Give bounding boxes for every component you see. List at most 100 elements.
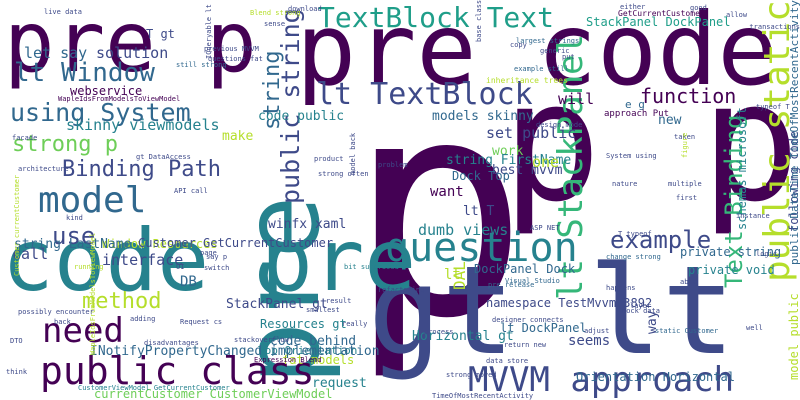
cloud-word: lt T — [463, 204, 495, 219]
cloud-word: instance — [736, 212, 770, 220]
cloud-word: either — [620, 3, 646, 11]
cloud-word: process — [424, 328, 454, 336]
cloud-word: bit surprised — [344, 263, 399, 271]
cloud-word: model — [38, 180, 147, 221]
cloud-word: layer — [630, 302, 652, 310]
cloud-word: model back — [349, 132, 357, 175]
cloud-word: dumb views — [418, 221, 509, 239]
cloud-word: kind — [66, 214, 83, 222]
cloud-word: questions fat — [208, 55, 263, 63]
cloud-word: code public — [258, 109, 345, 124]
cloud-word: using System — [10, 98, 191, 127]
cloud-word: static Customer — [655, 327, 719, 335]
cloud-word: inheritance trees — [486, 76, 568, 85]
cloud-word: Binding Path — [62, 157, 221, 182]
cloud-word: p — [348, 35, 529, 384]
cloud-word: GetCurrentCustomer — [618, 9, 705, 18]
cloud-word: example — [610, 226, 712, 254]
cloud-word: DockPanel Dock — [474, 262, 576, 276]
cloud-word: string LastName — [14, 237, 132, 252]
cloud-word: good — [690, 4, 707, 12]
cloud-word: change strong — [606, 253, 661, 261]
cloud-word: sense — [264, 20, 286, 28]
cloud-word: largest strings — [516, 37, 580, 45]
cloud-word: design mode — [536, 121, 583, 129]
cloud-word: taken — [674, 133, 696, 141]
cloud-word: currentCustomer CustomerViewModel — [94, 387, 333, 400]
cloud-word: private string — [680, 245, 782, 259]
cloud-word: model public — [787, 293, 800, 380]
cloud-word: interface — [102, 251, 184, 269]
cloud-word: possibly encounter — [18, 308, 94, 316]
cloud-word: CustomerViewModel GetCurrentCustomer — [78, 384, 230, 392]
cloud-word: need — [42, 311, 124, 351]
cloud-word: seems — [568, 333, 611, 349]
cloud-word: happens — [606, 284, 636, 292]
cloud-word: well — [746, 324, 763, 332]
cloud-word: facade — [12, 134, 38, 142]
cloud-word: let say — [24, 44, 88, 62]
cloud-word: Customer currentCustomer — [13, 174, 21, 276]
cloud-word: UI — [176, 263, 185, 271]
cloud-word: will — [558, 90, 595, 108]
cloud-word: gt DataAccess — [136, 153, 191, 161]
cloud-word: new — [658, 113, 682, 128]
cloud-word: disadvantages — [144, 339, 199, 347]
cloud-word: first — [676, 194, 698, 202]
cloud-word: copy — [510, 41, 527, 49]
cloud-word: approach Put — [604, 109, 670, 119]
cloud-word: TextBlock Text — [318, 1, 555, 34]
cloud-word: work — [492, 144, 524, 159]
cloud-word: allow — [726, 11, 748, 19]
cloud-word: previous MVVM — [204, 45, 259, 53]
cloud-word: StackPanel DockPanel — [586, 15, 731, 29]
cloud-word: live data — [44, 8, 82, 16]
cloud-word: think — [6, 368, 28, 376]
cloud-word: really — [342, 320, 368, 328]
cloud-word: Window Resources — [102, 237, 218, 251]
cloud-word: use — [52, 222, 96, 250]
cloud-word: fat models — [282, 353, 355, 367]
cloud-word: smallest — [306, 306, 340, 314]
cloud-word: function — [640, 84, 737, 108]
cloud-word: webservice — [70, 84, 143, 98]
cloud-word: DB — [180, 274, 197, 290]
cloud-word: pre p — [4, 0, 257, 91]
cloud-word: MVVM approach — [468, 360, 735, 400]
cloud-word: strong p — [12, 132, 118, 157]
cloud-word: DTO — [10, 337, 23, 345]
cloud-word: product — [314, 155, 344, 163]
cloud-word: generic — [540, 47, 570, 55]
cloud-word: System using — [606, 152, 657, 160]
cloud-word: request — [312, 376, 367, 391]
cloud-word: able — [680, 278, 697, 286]
cloud-word: Visual Studio — [505, 277, 560, 285]
cloud-word: make — [222, 129, 254, 144]
cloud-word: namespace TestMvvm73892 — [486, 296, 653, 310]
cloud-word: strong often — [318, 170, 369, 178]
cloud-word: lt — [444, 267, 461, 283]
cloud-word: API call — [174, 187, 208, 195]
cloud-word: StackPanel gt — [226, 297, 328, 312]
cloud-word: still strong — [176, 61, 227, 69]
cloud-word: WapleIdsFromModelsToViewModel — [89, 232, 97, 355]
cloud-word: method — [82, 289, 162, 314]
cloud-word: running — [74, 263, 104, 271]
cloud-word: say p — [206, 253, 228, 261]
cloud-word: refactoring — [378, 286, 425, 294]
cloud-word: public class — [40, 349, 315, 393]
cloud-word: lt DockPanel — [500, 321, 587, 335]
cloud-word: problem — [378, 161, 408, 169]
cloud-word: winfx xaml — [268, 217, 347, 232]
cloud-word: Top Orientation — [258, 344, 358, 357]
cloud-word: T gt — [146, 27, 175, 41]
cloud-word: code behind — [270, 334, 357, 349]
cloud-word: skinny viewmodels — [66, 116, 220, 134]
cloud-word: multiple — [668, 180, 702, 188]
cloud-word: lt TextBlock — [316, 77, 533, 112]
cloud-word: IQueryable lt — [205, 4, 213, 59]
cloud-word: typeof T — [756, 103, 790, 111]
cloud-word: lt Window — [14, 58, 155, 88]
cloud-word: result — [326, 297, 352, 305]
